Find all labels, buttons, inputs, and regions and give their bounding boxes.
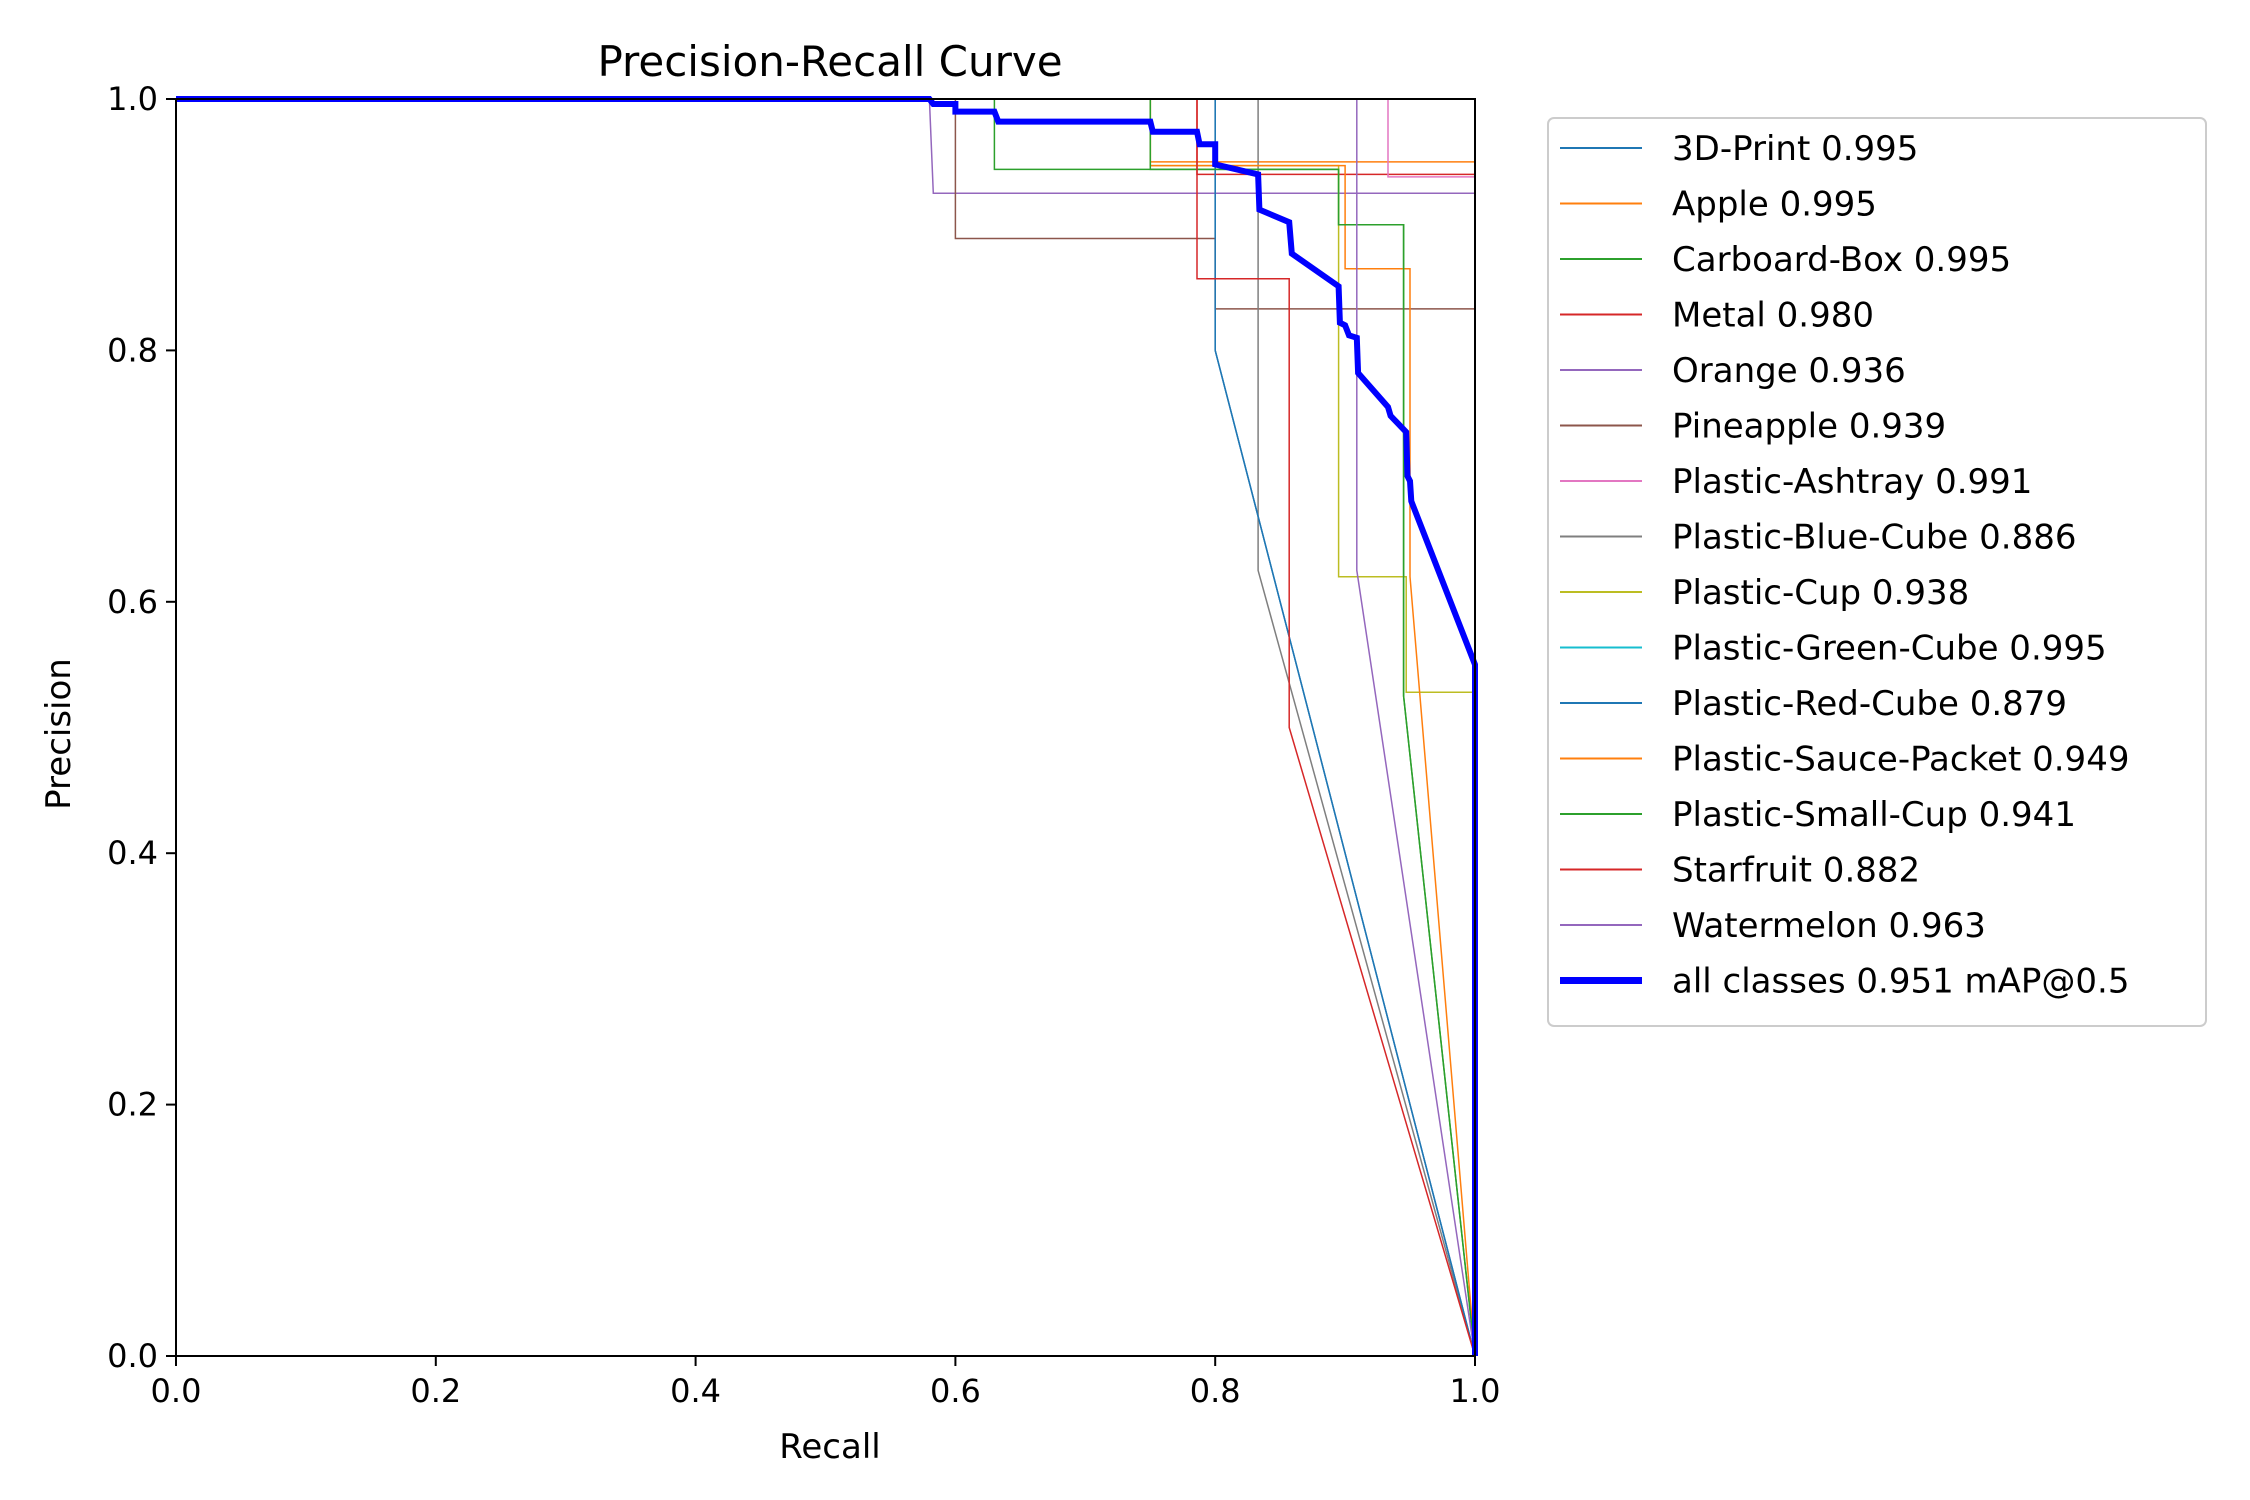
legend-entry: Carboard-Box 0.995 (1672, 240, 2011, 280)
legend-entry: Plastic-Green-Cube 0.995 (1672, 629, 2107, 669)
series-line-13 (176, 98, 1476, 1357)
y-tick-label: 0.8 (107, 331, 158, 369)
series-line-15 (176, 96, 1478, 1356)
y-axis-label: Precision (39, 658, 79, 810)
series-line-8 (176, 98, 1476, 1356)
legend-entry: Apple 0.995 (1672, 185, 1877, 225)
legend-entry: 3D-Print 0.995 (1672, 129, 1918, 169)
plot-frame (175, 98, 1476, 1357)
chart-title: Precision-Recall Curve (597, 37, 1062, 86)
y-tick-label: 0.6 (107, 583, 158, 621)
x-axis-label: Recall (779, 1427, 880, 1467)
legend-entry: Orange 0.936 (1672, 351, 1906, 391)
series-line-7 (176, 98, 1476, 1357)
x-axis-ticks: 0.0 0.2 0.4 0.6 0.8 1.0 (151, 1356, 1501, 1410)
series-line-3 (176, 98, 1476, 1356)
legend-entry: Plastic-Ashtray 0.991 (1672, 462, 2032, 502)
legend-entry: all classes 0.951 mAP@0.5 (1672, 962, 2129, 1002)
series-line-9 (176, 98, 1476, 1356)
legend-entry: Pineapple 0.939 (1672, 407, 1946, 447)
legend-entry: Metal 0.980 (1672, 296, 1874, 336)
x-tick-label: 0.2 (410, 1372, 461, 1410)
legend-entry: Plastic-Sauce-Packet 0.949 (1672, 740, 2129, 780)
series-line-14 (176, 98, 1476, 1357)
legend-entry: Plastic-Cup 0.938 (1672, 573, 1969, 613)
y-tick-label: 1.0 (107, 80, 158, 118)
x-tick-label: 0.6 (930, 1372, 981, 1410)
x-tick-label: 0.8 (1190, 1372, 1241, 1410)
legend: 3D-Print 0.995 Apple 0.995 Carboard-Box 0.… (1547, 117, 2207, 1027)
legend-box (1547, 117, 2207, 1027)
series-line-5 (176, 98, 1476, 1356)
series-line-12 (176, 98, 1476, 1357)
x-tick-label: 0.4 (670, 1372, 721, 1410)
series-layer (176, 96, 1478, 1357)
y-tick-label: 0.2 (107, 1086, 158, 1124)
series-line-1 (176, 98, 1476, 1356)
series-line-11 (176, 98, 1476, 1357)
legend-entry: Starfruit 0.882 (1672, 851, 1920, 891)
series-line-2 (176, 98, 1476, 1357)
legend-entry: Watermelon 0.963 (1672, 906, 1986, 946)
series-line-10 (176, 98, 1476, 1357)
y-tick-label: 0.0 (107, 1337, 158, 1375)
x-tick-label: 0.0 (151, 1372, 202, 1410)
series-line-0 (176, 98, 1476, 1357)
y-tick-label: 0.4 (107, 834, 158, 872)
series-line-4 (176, 98, 1476, 1356)
y-axis-ticks: 0.0 0.2 0.4 0.6 0.8 1.0 (107, 80, 176, 1375)
legend-entry: Plastic-Small-Cup 0.941 (1672, 795, 2076, 835)
series-line-6 (176, 98, 1476, 1356)
legend-entry: Plastic-Red-Cube 0.879 (1672, 684, 2067, 724)
legend-entry: Plastic-Blue-Cube 0.886 (1672, 518, 2076, 558)
x-tick-label: 1.0 (1450, 1372, 1501, 1410)
